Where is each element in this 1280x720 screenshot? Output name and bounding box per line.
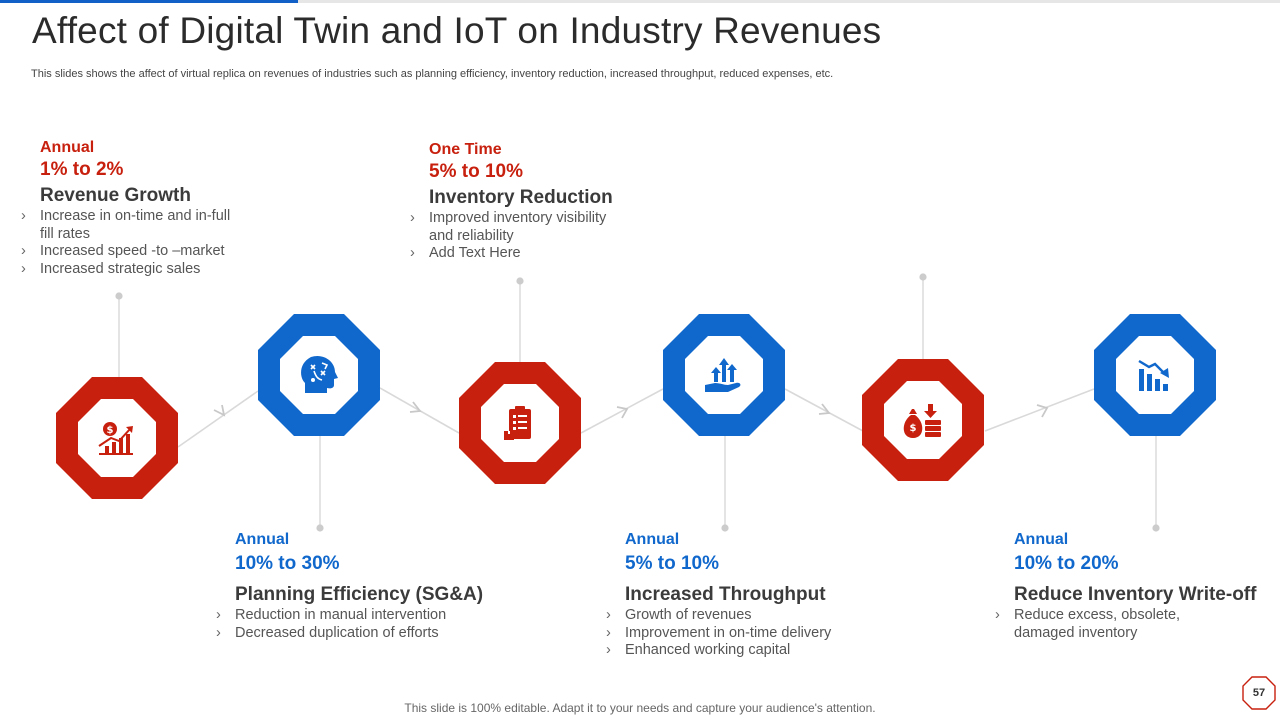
dollar-growth-chart-icon: $ (98, 422, 133, 455)
node-revenue-growth: $ (56, 377, 178, 499)
footer-note: This slide is 100% editable. Adapt it to… (404, 701, 876, 715)
page-number: 57 (1252, 687, 1266, 699)
stage-planning-efficiency: Annual 10% to 30% Planning Efficiency (S… (216, 530, 535, 642)
stage-range: 1% to 2% (40, 159, 124, 180)
stage-reduce-inventory-writeoff: Annual 10% to 20% Reduce Inventory Write… (995, 530, 1276, 642)
page-number-badge (1242, 676, 1276, 710)
stage-bullet: Enhanced working capital (606, 642, 915, 660)
stage-inventory-reduction: One Time 5% to 10% Inventory Reduction I… (410, 140, 659, 263)
stage-range: 5% to 10% (429, 161, 523, 182)
stage-frequency: Annual (235, 531, 290, 548)
money-bag-coins-icon: $ (903, 404, 941, 438)
connector-arrows (213, 401, 1049, 419)
stage-bullet: Increase in on-time and in-full fill rat… (21, 208, 245, 243)
stage-heading: Inventory Reduction (429, 187, 613, 208)
stage-bullet: Add Text Here (410, 245, 614, 263)
leader-dots (115, 273, 1160, 532)
node-reduce-inventory-writeoff (1094, 314, 1216, 436)
stage-range: 10% to 30% (235, 553, 340, 574)
stage-frequency: Annual (625, 531, 680, 548)
stage-heading: Planning Efficiency (SG&A) (235, 584, 484, 605)
stage-heading: Reduce Inventory Write-off (1014, 584, 1257, 605)
stage-bullet: Improved inventory visibility and reliab… (410, 210, 614, 245)
node-inventory-reduction (459, 362, 581, 484)
stage-bullet: Increased speed -to –market (21, 243, 245, 261)
inventory-clipboard-icon (504, 406, 531, 440)
stage-bullet: Decreased duplication of efforts (216, 625, 525, 643)
svg-text:$: $ (910, 423, 917, 434)
stage-range: 10% to 20% (1014, 553, 1119, 574)
stage-bullet: Growth of revenues (606, 607, 915, 625)
page-subtitle: This slides shows the affect of virtual … (31, 68, 834, 80)
stage-bullet: Reduction in manual intervention (216, 607, 525, 625)
stage-bullet: Improvement in on-time delivery (606, 625, 915, 643)
stage-range: 5% to 10% (625, 553, 719, 574)
page-title: Affect of Digital Twin and IoT on Indust… (32, 10, 882, 51)
node-increased-throughput (663, 314, 785, 436)
leader-lines (118, 277, 1157, 528)
stage-bullet: Reduce excess, obsolete, damaged invento… (995, 607, 1204, 642)
growth-arrows-hand-icon (705, 358, 741, 392)
declining-bar-chart-icon (1138, 359, 1169, 391)
strategy-head-icon (301, 355, 338, 393)
stage-frequency: Annual (1014, 531, 1069, 548)
stage-revenue-growth: Annual 1% to 2% Revenue Growth Increase … (21, 138, 260, 278)
top-rule-accent (0, 0, 298, 3)
top-rule (0, 0, 1280, 3)
stage-frequency: One Time (429, 141, 502, 158)
stage-heading: Revenue Growth (40, 185, 191, 206)
node-planning-efficiency (258, 314, 380, 436)
stage-heading: Increased Throughput (625, 584, 826, 605)
node-connectors (177, 387, 1095, 448)
stage-frequency: Annual (40, 139, 95, 156)
node-reduced-expenses: $ (862, 359, 984, 481)
stage-bullet: Increased strategic sales (21, 261, 245, 279)
stage-increased-throughput: Annual 5% to 10% Increased Throughput Gr… (606, 530, 925, 660)
svg-text:$: $ (107, 425, 114, 436)
